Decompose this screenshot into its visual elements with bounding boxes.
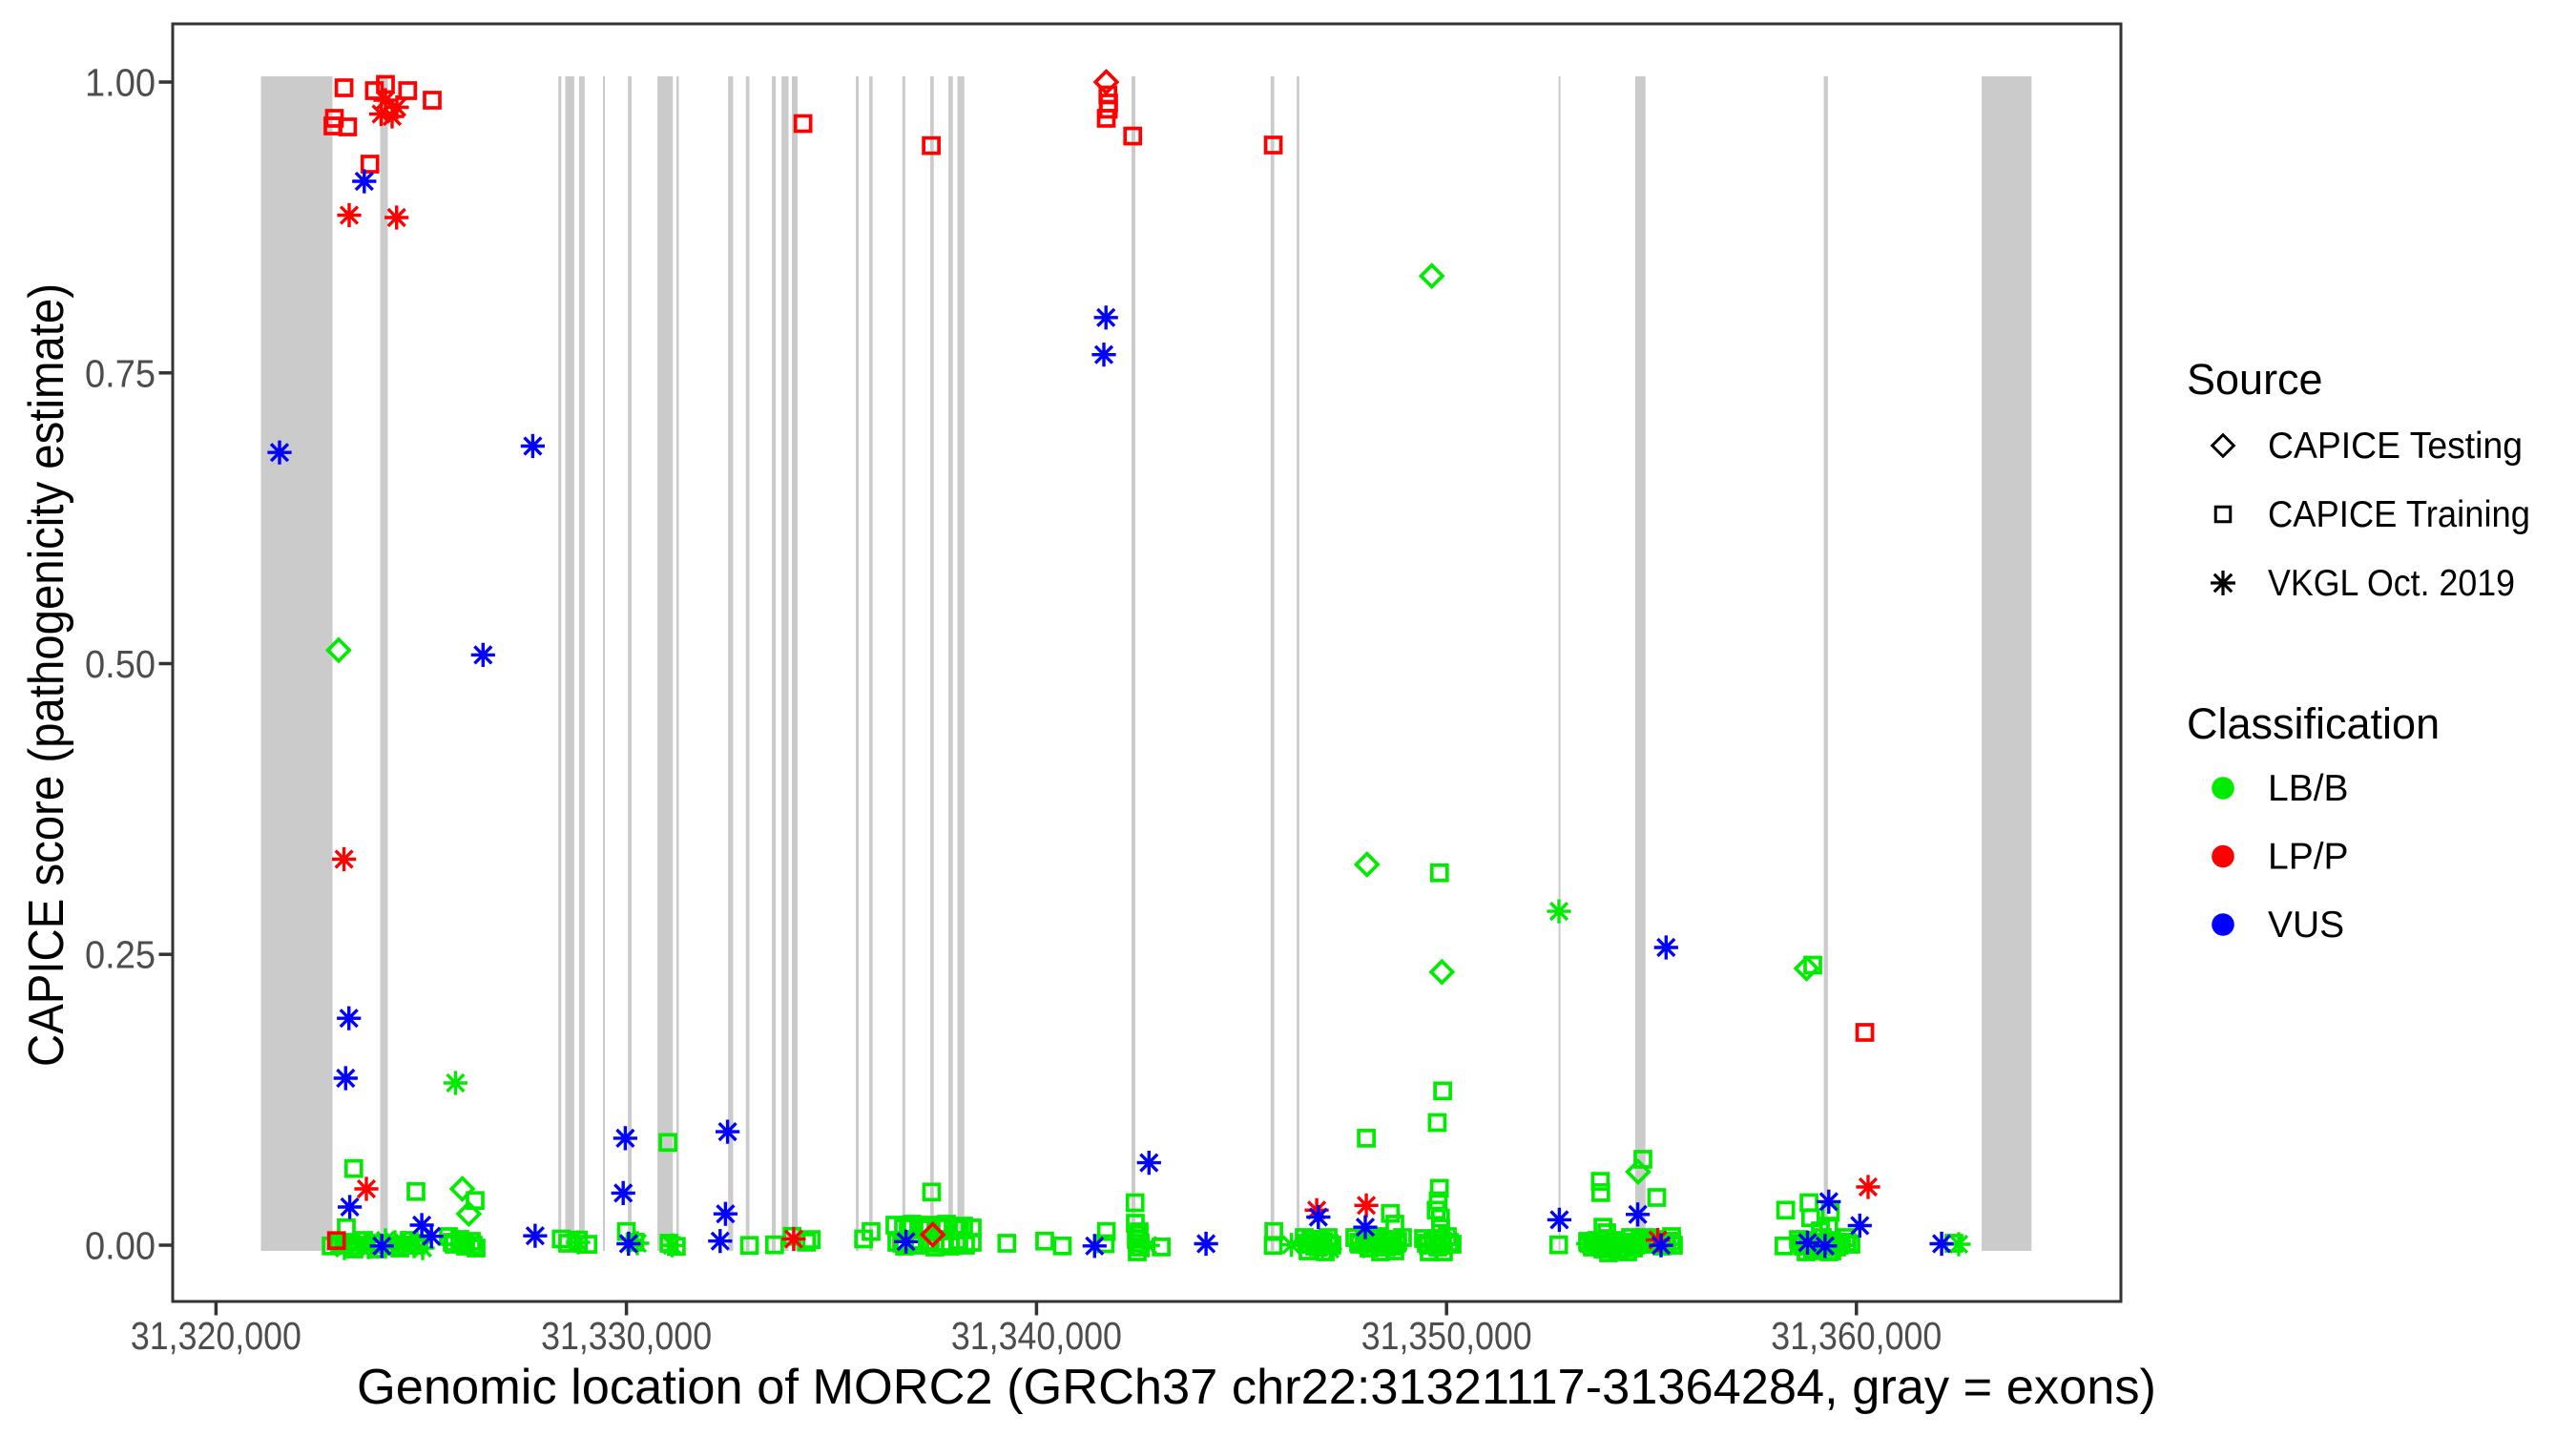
svg-text:CAPICE Testing: CAPICE Testing <box>2268 426 2523 467</box>
svg-text:31,340,000: 31,340,000 <box>951 1314 1122 1358</box>
svg-text:VKGL Oct. 2019: VKGL Oct. 2019 <box>2268 563 2515 604</box>
svg-text:0.00: 0.00 <box>85 1224 156 1268</box>
svg-text:CAPICE score (pathogenicity es: CAPICE score (pathogenicity estimate) <box>19 283 74 1067</box>
svg-text:0.50: 0.50 <box>85 642 156 686</box>
svg-text:CAPICE Training: CAPICE Training <box>2268 494 2530 535</box>
svg-text:31,330,000: 31,330,000 <box>541 1314 712 1358</box>
svg-text:Classification: Classification <box>2187 699 2440 748</box>
svg-text:31,320,000: 31,320,000 <box>131 1314 301 1358</box>
svg-text:Genomic location of MORC2 (GRC: Genomic location of MORC2 (GRCh37 chr22:… <box>357 1360 2156 1415</box>
svg-text:LP/P: LP/P <box>2268 837 2349 878</box>
svg-text:Source: Source <box>2187 355 2323 404</box>
svg-text:31,350,000: 31,350,000 <box>1361 1314 1532 1358</box>
svg-text:31,360,000: 31,360,000 <box>1771 1314 1942 1358</box>
svg-text:1.00: 1.00 <box>85 61 156 105</box>
svg-text:0.25: 0.25 <box>85 933 156 977</box>
svg-text:VUS: VUS <box>2268 905 2344 946</box>
svg-text:LB/B: LB/B <box>2268 768 2349 809</box>
svg-text:0.75: 0.75 <box>85 351 156 395</box>
